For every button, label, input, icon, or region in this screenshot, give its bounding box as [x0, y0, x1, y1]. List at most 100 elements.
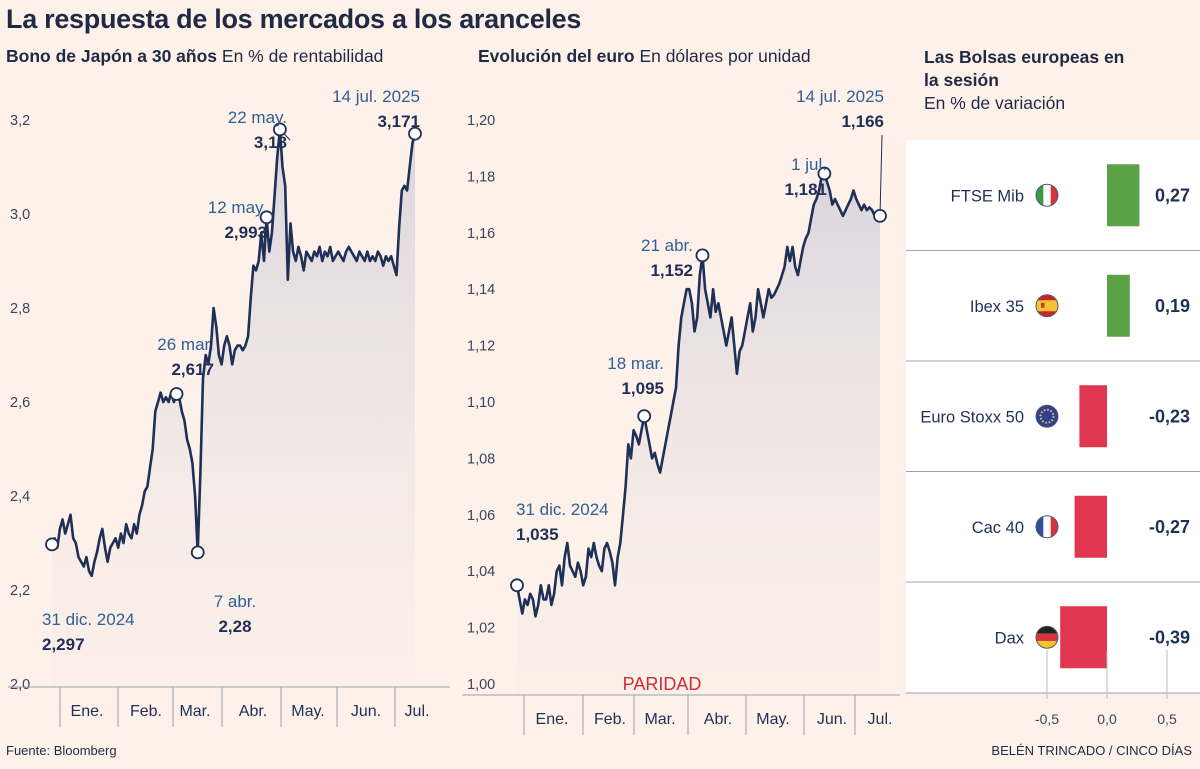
bolsas-x-tick-label: 0,0: [1097, 711, 1117, 727]
bolsas-chart-heading: Las Bolsas europeas en la sesión En % de…: [924, 46, 1134, 115]
bolsas-bar: [1074, 495, 1107, 558]
euro-annotation-value: 1,181: [784, 180, 827, 199]
bond-annotation-value: 2,617: [171, 360, 214, 379]
euro-annotation-date: 18 mar.: [607, 354, 664, 373]
bond-annotation-date: 12 may.: [208, 198, 267, 217]
bond-annotation-date: 7 abr.: [214, 592, 257, 611]
euro-chart-heading: Evolución del euro En dólares por unidad: [478, 46, 811, 67]
euro-x-tick-label: Feb.: [594, 711, 626, 728]
euro-y-tick-label: 1,04: [467, 564, 495, 580]
euro-annotation-value: 1,166: [841, 112, 884, 131]
bolsas-x-tick-label: 0,5: [1157, 711, 1177, 727]
bond-annotation-marker: [45, 537, 59, 552]
euro-y-tick-label: 1,02: [467, 621, 495, 637]
euro-annotation-date: 14 jul. 2025: [796, 87, 884, 106]
euro-reference-label: PARIDAD: [623, 674, 702, 694]
bond-annotation-value: 3,18: [254, 133, 287, 152]
bond-y-tick-label: 2,0: [10, 677, 30, 693]
bond-annotation-marker: [272, 122, 287, 137]
bolsas-category-label: Euro Stoxx 50: [920, 408, 1024, 426]
bond-chart-heading: Bono de Japón a 30 años En % de rentabil…: [6, 46, 383, 67]
bond-x-tick-label: Jun.: [351, 703, 381, 720]
bond-x-tick-label: Ene.: [71, 703, 104, 720]
bond-annotation-value: 2,297: [42, 635, 85, 654]
euro-y-tick-label: 1,10: [467, 395, 495, 411]
bolsas-value-label: -0,23: [1149, 406, 1190, 426]
euro-x-tick-label: Jul.: [868, 711, 893, 728]
bond-x-tick-label: Feb.: [130, 703, 162, 720]
euro-annotation-value: 1,035: [516, 525, 559, 544]
bond-annotation-marker: [408, 126, 422, 141]
euro-y-tick-label: 1,00: [467, 677, 495, 693]
italy-flag: [1035, 183, 1059, 207]
euro-annotation-date: 21 abr.: [641, 236, 693, 255]
bond-annotation-value: 2,993: [224, 223, 267, 242]
bond-annotation-date: 14 jul. 2025: [332, 87, 420, 106]
euro-y-tick-label: 1,18: [467, 169, 495, 185]
bond-annotation-marker: [169, 387, 184, 401]
bond-annotation-date: 31 dic. 2024: [42, 610, 135, 629]
bolsas-chart: FTSE Mib 0,27 Ibex 35 0,19 Euro Stoxx 50 -0,2…: [906, 140, 1200, 727]
euro-annotation-marker: [873, 208, 887, 223]
bond-series-line: [50, 128, 417, 578]
euro-y-tick-label: 1,06: [467, 508, 495, 524]
headline: La respuesta de los mercados a los aranc…: [6, 4, 582, 34]
euro-chart-title: Evolución del euro: [478, 46, 635, 66]
bolsas-category-label: Cac 40: [972, 519, 1024, 537]
bond-chart-title: Bono de Japón a 30 años: [6, 46, 218, 66]
bolsas-category-label: Dax: [995, 629, 1025, 647]
author-credit: BELÉN TRINCADO / CINCO DÍAS: [991, 743, 1192, 758]
euro-x-tick-label: Mar.: [644, 711, 675, 728]
bolsas-bar: [1107, 164, 1140, 227]
bond-y-tick-label: 2,2: [10, 583, 30, 599]
bond-area: [52, 129, 415, 687]
euro-y-tick-label: 1,16: [467, 226, 495, 242]
bond-annotation-value: 3,171: [377, 112, 420, 131]
euro-annotation-marker: [510, 578, 524, 593]
euro-annotation-date: 1 jul.: [791, 155, 827, 174]
bolsas-bar: [1060, 606, 1107, 669]
source-note: Fuente: Bloomberg: [6, 743, 117, 758]
euro-y-tick-label: 1,12: [467, 339, 495, 355]
euro-annotation-marker: [637, 409, 652, 424]
euro-area: [517, 173, 880, 696]
euro-y-tick-label: 1,20: [467, 113, 495, 129]
euro-x-tick-label: May.: [756, 711, 789, 728]
bond-annotation-marker: [259, 210, 274, 225]
bolsas-category-label: FTSE Mib: [951, 187, 1024, 205]
bolsas-bar: [1079, 385, 1107, 448]
bond-y-tick-label: 3,0: [10, 207, 30, 223]
euro-chart: 1,00 1,02 1,04 1,06 1,08 1,10 1,12 1,14 1,16 1,18…: [462, 87, 900, 735]
euro-annotation-leader: [879, 134, 883, 216]
bond-y-tick-label: 2,8: [10, 301, 30, 317]
euro-series-line: [515, 172, 880, 618]
bond-y-tick-label: 2,6: [10, 395, 30, 411]
euro-annotation-marker: [695, 248, 710, 263]
bolsas-bar: [1107, 274, 1130, 337]
euro-x-tick-label: Ene.: [536, 711, 569, 728]
bolsas-value-label: 0,19: [1155, 296, 1190, 316]
euro-y-tick-label: 1,08: [467, 451, 495, 467]
bond-chart-subtitle: En % de rentabilidad: [221, 46, 384, 66]
bond-y-tick-label: 3,2: [10, 113, 30, 129]
euro-annotation-value: 1,152: [650, 261, 693, 280]
germany-flag: [1035, 625, 1059, 649]
bond-chart: 2,0 2,2 2,4 2,6 2,8 3,0 3,2 Ene. Feb. Mar. Abr. May…: [8, 87, 450, 727]
bolsas-chart-title: Las Bolsas europeas en la sesión: [924, 47, 1125, 90]
euro-annotation-marker: [817, 166, 832, 181]
euro-annotation-date: 31 dic. 2024: [516, 500, 609, 519]
bolsas-value-label: -0,27: [1149, 517, 1190, 537]
france-flag: [1035, 515, 1059, 539]
euro-annotation-value: 1,095: [621, 379, 664, 398]
bond-annotation-date: 26 mar.: [157, 335, 214, 354]
bond-x-tick-label: Jul.: [405, 703, 430, 720]
bolsas-x-tick-label: -0,5: [1035, 711, 1059, 727]
bolsas-category-label: Ibex 35: [970, 298, 1024, 316]
bond-y-tick-label: 2,4: [10, 489, 30, 505]
bond-x-tick-label: May.: [291, 703, 324, 720]
spain-flag: [1035, 294, 1059, 318]
bond-annotation-marker: [190, 545, 205, 560]
euro-y-tick-label: 1,14: [467, 282, 495, 298]
eu-flag: [1035, 404, 1059, 428]
